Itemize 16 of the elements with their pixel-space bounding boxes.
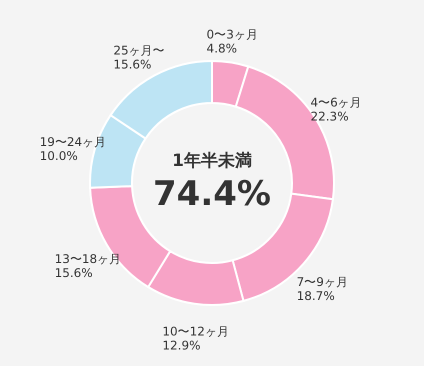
slice-label: 25ヶ月〜 xyxy=(113,44,165,58)
slice-label: 10〜12ヶ月 xyxy=(162,324,229,338)
text: 74.4% xyxy=(153,174,271,214)
slice-label: 19〜24ヶ月 xyxy=(40,135,106,150)
slice-label: 13〜18ヶ月 xyxy=(54,252,122,266)
data-label: 15.6% xyxy=(54,266,93,280)
data-label: 12.9% xyxy=(162,338,200,352)
slice-label: 7〜9ヶ月 xyxy=(296,275,348,290)
slice-label: 4〜6ヶ月 xyxy=(310,95,362,110)
data-label: 18.7% xyxy=(296,289,335,304)
data-label: 4.8% xyxy=(206,42,238,56)
data-label: 10.0% xyxy=(40,149,78,164)
slice-label: 0〜3ヶ月 xyxy=(206,28,258,42)
data-label: 22.3% xyxy=(310,109,349,124)
data-label: 15.6% xyxy=(113,58,152,72)
text: 1年半未満 xyxy=(172,151,252,171)
